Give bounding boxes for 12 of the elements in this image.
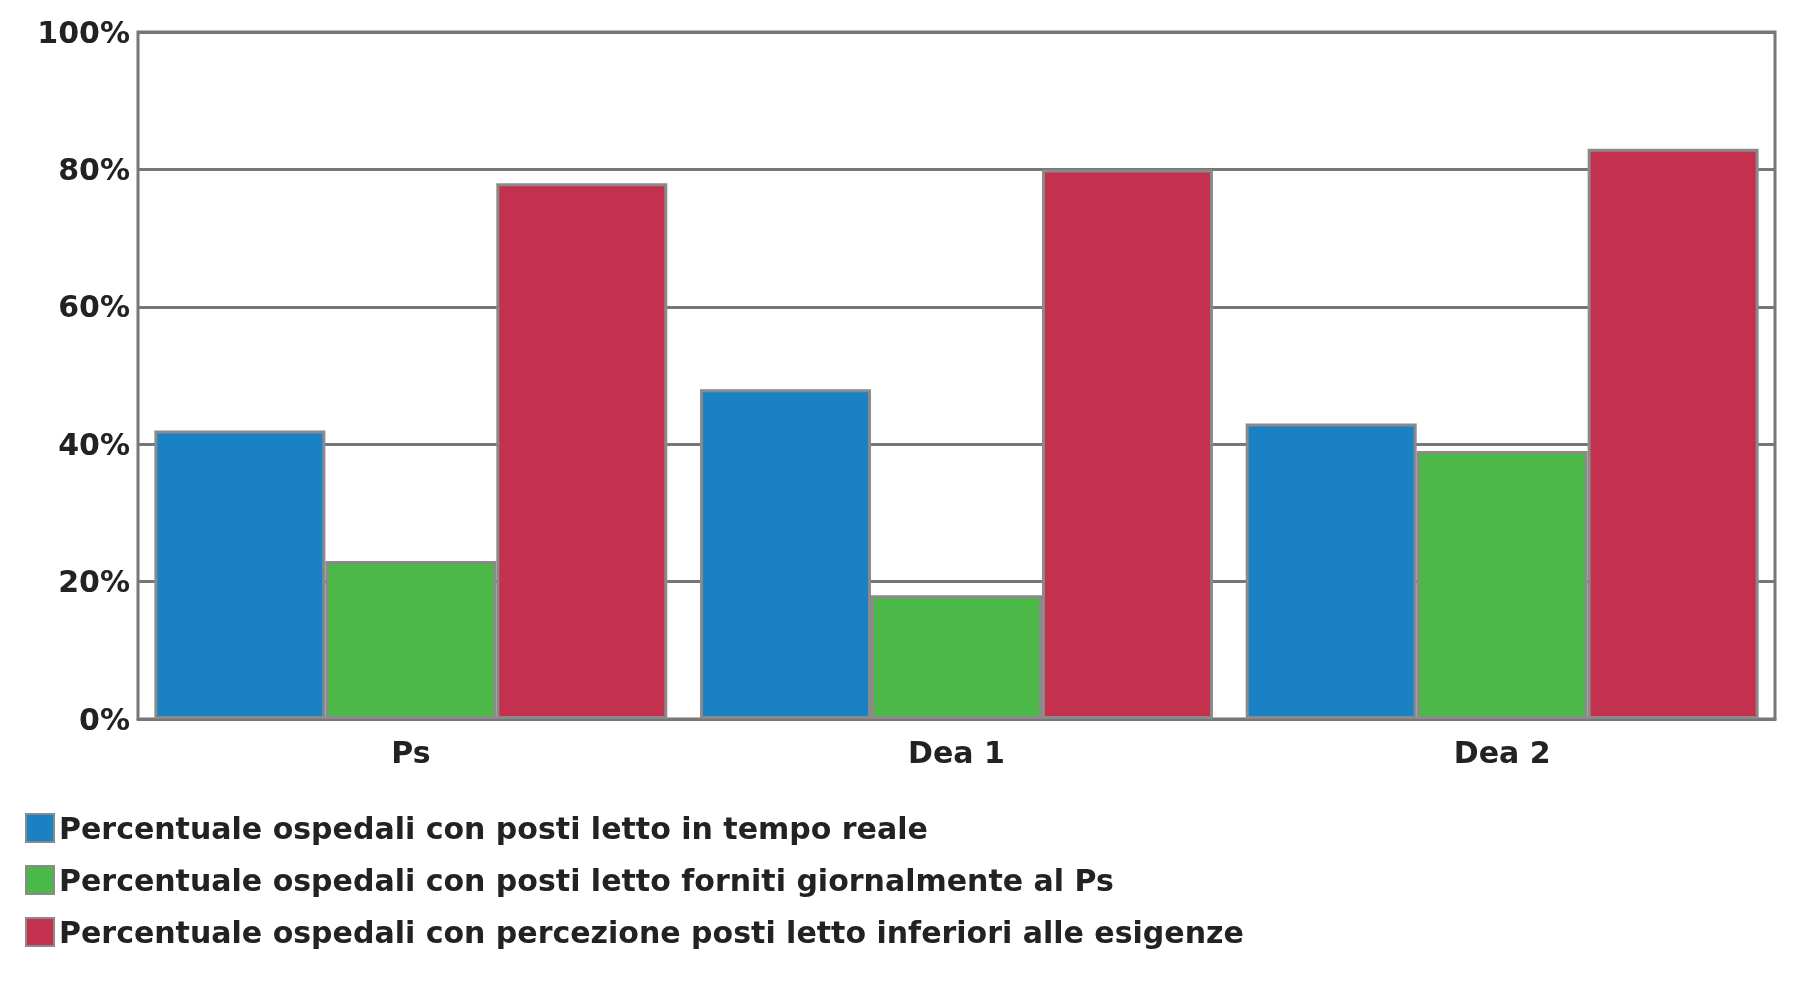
legend-label: Percentuale ospedali con posti letto in tempo reale	[59, 810, 928, 846]
y-tick-label: 100%	[37, 14, 130, 50]
x-tick-label: Ps	[391, 734, 431, 770]
x-tick-label: Dea 1	[908, 734, 1005, 770]
y-tick-label: 0%	[79, 701, 130, 737]
legend-label: Percentuale ospedali con posti letto forniti giornalmente al Ps	[59, 862, 1114, 898]
y-tick-label: 40%	[58, 426, 130, 462]
y-tick-label: 60%	[58, 289, 130, 325]
x-tick-label: Dea 2	[1453, 734, 1551, 770]
y-tick-label: 80%	[58, 151, 130, 187]
legend-label: Percentuale ospedali con percezione posti letto inferiori alle esigenze	[59, 914, 1244, 950]
y-tick-label: 20%	[58, 564, 130, 600]
